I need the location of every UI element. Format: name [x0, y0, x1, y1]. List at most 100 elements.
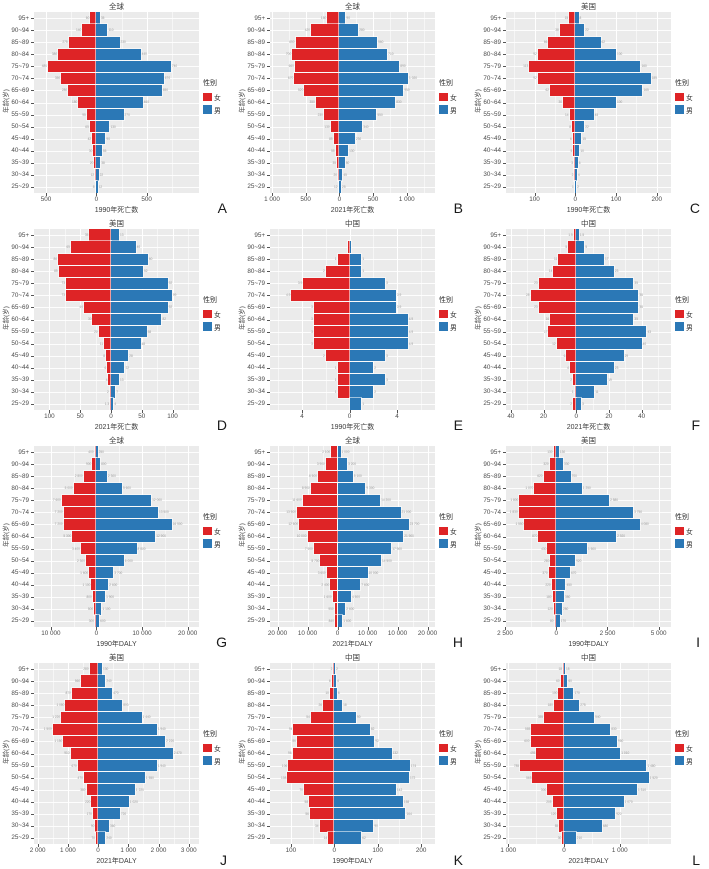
female-bar: [325, 566, 339, 580]
male-bar-value: 80: [345, 160, 350, 165]
y-tick-label: 35~39: [11, 159, 29, 167]
y-tick-label: 40~44: [11, 581, 29, 589]
gridline-horizontal: [506, 608, 671, 610]
male-bar: [336, 541, 393, 556]
female-bar-value: 3: [571, 160, 574, 165]
female-bar: [333, 602, 339, 616]
legend: 性别女男: [675, 512, 693, 551]
legend-label-female: 女: [214, 95, 221, 102]
y-tick-mark: [31, 18, 34, 20]
male-bar-value: 130: [349, 148, 355, 153]
female-bar-value: 14: [323, 835, 328, 840]
gridline-horizontal: [506, 488, 671, 490]
female-bar-value: 2: [106, 389, 109, 394]
y-tick-mark: [267, 729, 270, 731]
gridline-horizontal: [34, 403, 199, 405]
male-swatch: [439, 322, 448, 331]
female-bar-value: 12 800: [288, 522, 299, 527]
gridline-horizontal: [270, 669, 435, 671]
male-bar: [95, 95, 144, 110]
male-bar-value: 1: [362, 401, 365, 406]
male-bar-value: 17: [605, 257, 609, 262]
male-bar: [333, 698, 344, 712]
x-tick-label: 3 000: [180, 847, 197, 854]
y-tick-mark: [267, 30, 270, 32]
female-bar: [517, 505, 558, 520]
female-bar-value: 85: [329, 136, 333, 141]
legend-item-male: 男: [203, 756, 221, 766]
male-bar-value: 560: [378, 40, 384, 45]
y-tick-label: 85~89: [483, 255, 501, 263]
female-bar: [62, 517, 98, 532]
x-tick-label: 1 000: [264, 196, 280, 203]
gridline-horizontal: [270, 18, 435, 20]
female-bar: [318, 819, 336, 833]
x-tick-mark: [510, 410, 512, 413]
y-tick-mark: [503, 138, 506, 140]
female-bar-value: 585: [525, 727, 531, 732]
female-bar: [536, 71, 577, 86]
male-bar-value: 19: [608, 377, 612, 382]
y-tick-mark: [31, 271, 34, 273]
female-swatch: [675, 743, 684, 753]
female-bar-value: 7 600: [52, 498, 61, 503]
female-bar: [529, 288, 578, 303]
y-tick-mark: [267, 488, 270, 490]
male-bar-value: 60: [148, 257, 153, 262]
female-bar-value: 60: [556, 679, 560, 684]
male-bar-value: 650: [162, 88, 169, 93]
male-bar-value: 185: [651, 76, 657, 81]
male-bar-value: 92: [375, 739, 379, 744]
y-tick-mark: [503, 174, 506, 176]
y-tick-mark: [31, 343, 34, 345]
y-tick-label: 70~74: [483, 74, 501, 82]
male-bar: [562, 686, 575, 700]
male-bar: [333, 807, 407, 821]
male-bar: [97, 758, 158, 773]
female-bar: [94, 831, 100, 844]
female-bar-value: 11: [99, 341, 104, 346]
y-tick-mark: [503, 150, 506, 152]
y-tick-mark: [31, 235, 34, 237]
male-bar: [338, 156, 346, 170]
x-axis-title: 2021年死亡数: [94, 424, 139, 431]
y-tick-label: 50~54: [247, 340, 265, 348]
female-bar-value: 66: [543, 40, 548, 45]
female-bar-value: 106: [281, 763, 288, 768]
male-bar: [336, 469, 354, 483]
female-bar: [328, 686, 336, 700]
legend-label-female: 女: [214, 529, 221, 536]
female-bar-value: 23: [534, 305, 538, 310]
female-bar: [561, 831, 565, 844]
male-bar: [562, 795, 625, 809]
female-bar: [337, 180, 341, 193]
y-tick-label: 65~69: [483, 737, 501, 745]
y-tick-label: 60~64: [483, 750, 501, 757]
legend-label-female: 女: [450, 95, 457, 102]
legend-label-male: 男: [214, 324, 221, 332]
x-tick-label: 0: [335, 630, 340, 637]
male-bar: [95, 517, 173, 532]
x-tick-label: 1 000: [120, 847, 137, 854]
male-bar: [575, 252, 605, 266]
x-tick-label: 20 000: [267, 630, 288, 637]
y-tick-label: 30~34: [247, 822, 265, 830]
y-tick-label: 55~59: [483, 762, 501, 770]
gridline-horizontal: [34, 18, 199, 20]
y-tick-label: 95+: [254, 448, 265, 456]
male-bar-value: 830: [396, 100, 402, 105]
male-bar-value: 3.9: [396, 305, 402, 310]
male-bar: [574, 12, 580, 25]
pyramid-panel-I: 美国 年龄(岁) 130 130 320 330 620 700 1 070 1 250 1 800…: [472, 434, 709, 651]
female-bar-value: 280: [61, 88, 68, 93]
male-bar: [97, 795, 130, 809]
y-tick-mark: [503, 801, 506, 803]
male-bar-value: 440: [141, 52, 147, 57]
y-tick-label: 80~84: [247, 701, 265, 709]
female-bar: [336, 385, 351, 399]
male-bar: [348, 397, 363, 410]
x-axis-title: 2021年死亡数: [566, 424, 611, 431]
x-tick-mark: [349, 410, 351, 413]
x-tick-mark: [307, 627, 309, 630]
female-bar-value: 73: [61, 281, 66, 286]
